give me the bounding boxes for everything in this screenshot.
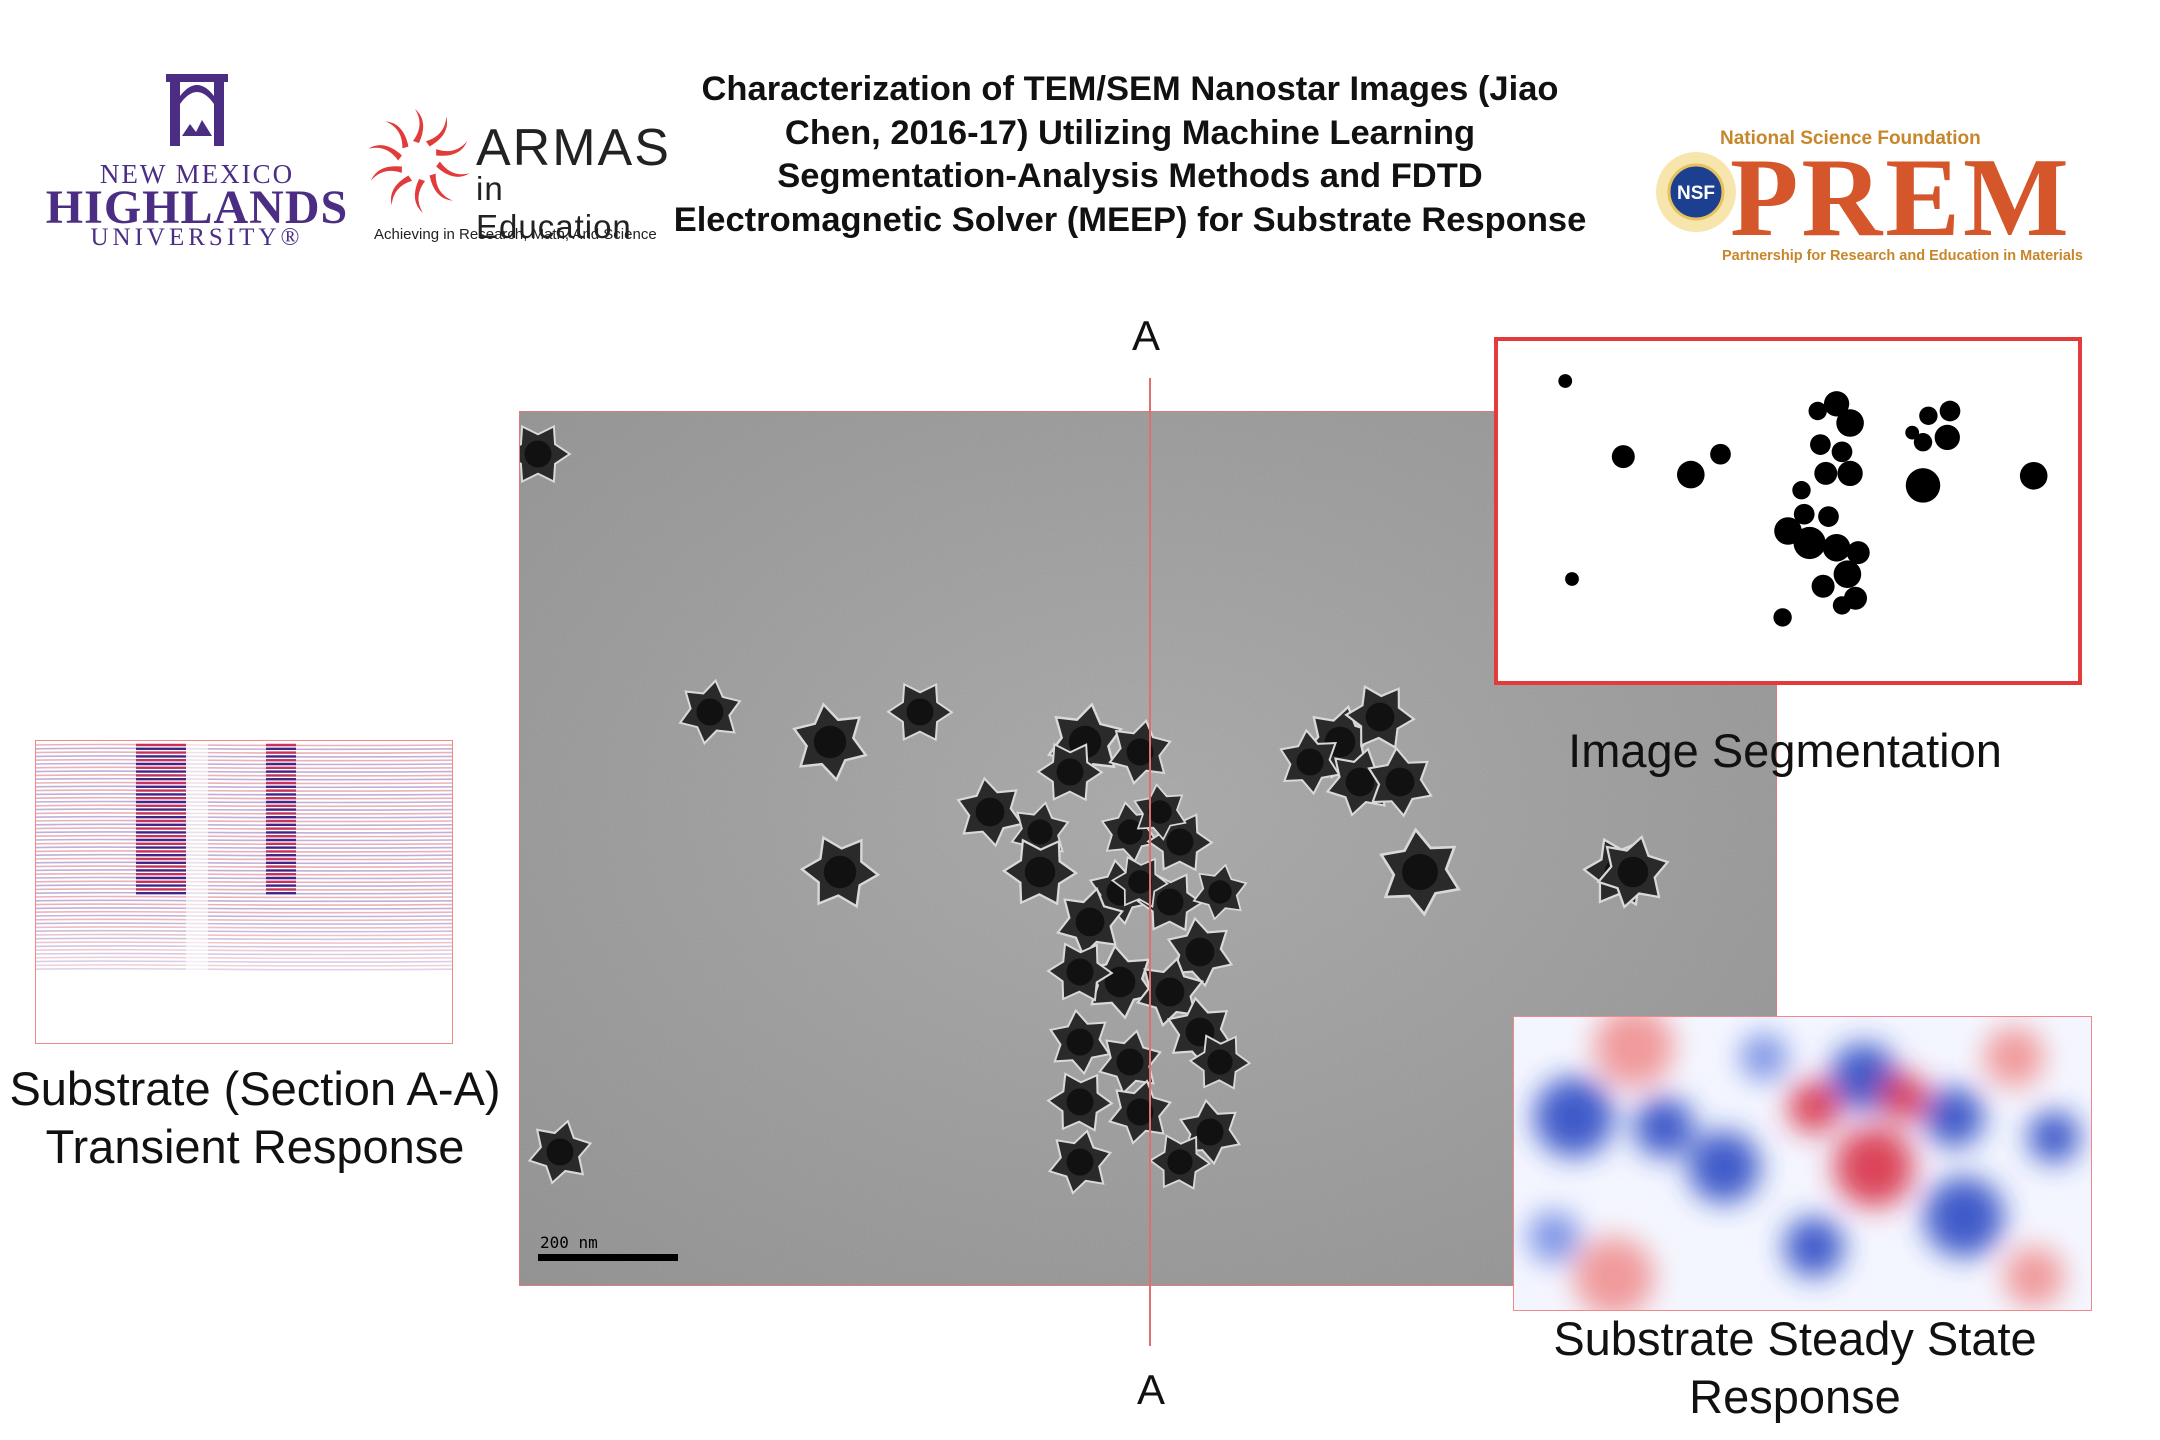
armas-swirl-icon [368, 109, 470, 213]
segmented-particle [1773, 608, 1792, 627]
segmented-particle [1818, 506, 1839, 527]
segmented-particle [1905, 425, 1920, 440]
segmented-particle [1823, 391, 1850, 417]
steady-caption-line2: Response [1689, 1370, 1901, 1423]
scale-label: 200 nm [540, 1233, 598, 1252]
steady-caption-line1: Substrate Steady State [1553, 1312, 2037, 1365]
segmented-particle [1832, 596, 1852, 615]
segmented-particle [1905, 468, 1941, 503]
segmentation-map [1558, 374, 2048, 627]
nmhu-line3: UNIVERSITY® [90, 224, 304, 251]
section-marker-bottom: A [1137, 1366, 1166, 1413]
nmhu-line1: NEW MEXICO [99, 159, 295, 189]
section-marker-top: A [1132, 312, 1161, 359]
armas-word: ARMAS [476, 119, 671, 177]
segmented-particle [1793, 503, 1815, 525]
segmentation-panel [1494, 337, 2082, 685]
segmented-particle [1565, 572, 1579, 586]
segmented-particle [1677, 460, 1705, 489]
segmented-particle [1934, 424, 1960, 451]
segmented-particle [1558, 374, 1573, 388]
transient-field-plot [36, 741, 452, 1043]
segmented-particle [1836, 409, 1864, 437]
segmented-particle [1793, 526, 1826, 560]
arch-icon [166, 74, 228, 146]
nmhu-line2: HIGHLANDS [45, 181, 349, 234]
transient-caption-line2: Transient Response [45, 1120, 465, 1173]
segmented-particle [1814, 461, 1838, 485]
segmented-particle [1913, 433, 1933, 452]
prem-logo: NSF National Science Foundation PREM Par… [1650, 124, 2130, 274]
section-line-a-a [1149, 378, 1151, 1346]
nsf-seal-text: NSF [1677, 183, 1715, 204]
segmented-particle [1792, 481, 1811, 500]
transient-caption-line1: Substrate (Section A-A) [9, 1062, 501, 1115]
scale-bar [538, 1254, 678, 1261]
segmented-particle [1837, 460, 1863, 487]
armas-logo: ARMAS in Education Achieving in Research… [364, 106, 669, 256]
armas-sub: in Education [476, 170, 632, 245]
prem-subtitle: Partnership for Research and Education i… [1722, 248, 2083, 264]
segmented-particle [1919, 406, 1938, 425]
steady-state-panel [1513, 1016, 2092, 1311]
segmented-particle [1808, 401, 1827, 421]
segmented-particle [1710, 443, 1731, 465]
nsf-seal-icon: NSF [1656, 152, 1736, 232]
steady-state-field-plot [1514, 1017, 2091, 1310]
segmented-particle [1833, 560, 1862, 588]
transient-response-panel [35, 740, 453, 1044]
segmented-particle [1846, 541, 1870, 565]
prem-word: PREM [1730, 136, 2072, 260]
steady-caption: Substrate Steady State Response [1500, 1310, 2090, 1426]
segmented-particle [1810, 434, 1831, 455]
armas-tagline: Achieving in Research, Math, And Science [374, 226, 657, 243]
segmented-particle [2019, 462, 2048, 490]
nsf-heading: National Science Foundation [1720, 128, 1981, 149]
transient-caption: Substrate (Section A-A) Transient Respon… [0, 1060, 510, 1176]
segmented-particle [1831, 441, 1853, 463]
segmented-particle [1939, 400, 1961, 422]
nmhu-logo: NEW MEXICO HIGHLANDS UNIVERSITY® [38, 74, 356, 254]
segmented-particle [1611, 445, 1635, 469]
segmented-particle [1822, 534, 1851, 562]
segmentation-caption: Image Segmentation [1568, 724, 2002, 777]
poster-title: Characterization of TEM/SEM Nanostar Ima… [673, 70, 1587, 239]
segmented-particle [1811, 574, 1835, 598]
